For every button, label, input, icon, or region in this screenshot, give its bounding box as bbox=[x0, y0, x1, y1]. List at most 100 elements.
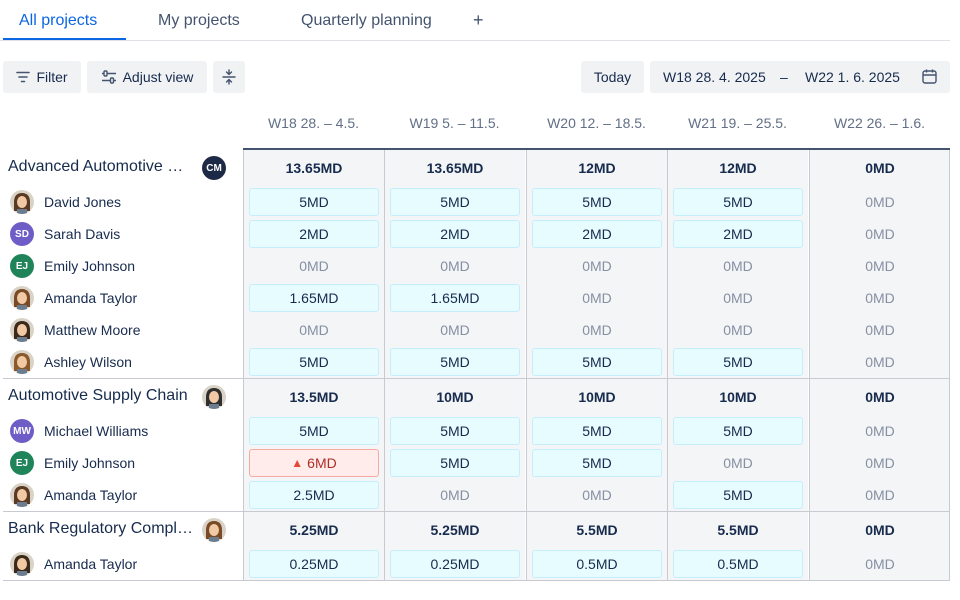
allocation-cell-empty[interactable]: 0MD bbox=[532, 481, 662, 509]
allocation-cell-empty[interactable]: 0MD bbox=[249, 252, 379, 280]
allocation-cell-empty[interactable]: 0MD bbox=[815, 252, 945, 280]
allocation-cell[interactable]: 5MD bbox=[390, 188, 520, 216]
allocation-cell-empty[interactable]: 0MD bbox=[815, 481, 945, 509]
allocation-cell-empty[interactable]: 0MD bbox=[532, 316, 662, 344]
allocation-value: 0.25MD bbox=[430, 556, 480, 572]
week-header: W18 28. – 4.5. bbox=[267, 115, 360, 131]
person-name: David Jones bbox=[44, 194, 122, 210]
allocation-cell[interactable]: 0.25MD bbox=[390, 550, 520, 578]
allocation-value: 0MD bbox=[582, 258, 612, 274]
allocation-value: 2MD bbox=[723, 226, 753, 242]
allocation-cell-empty[interactable]: 0MD bbox=[673, 252, 803, 280]
project-name[interactable]: Bank Regulatory Compliance bbox=[8, 520, 193, 537]
avatar bbox=[10, 483, 34, 507]
allocation-cell[interactable]: 0.5MD bbox=[532, 550, 662, 578]
person-row[interactable]: Ashley Wilson bbox=[10, 350, 132, 374]
tab-quarterly-planning[interactable]: Quarterly planning bbox=[301, 12, 432, 29]
allocation-cell-empty[interactable]: 0MD bbox=[815, 449, 945, 477]
allocation-cell-empty[interactable]: 0MD bbox=[815, 188, 945, 216]
allocation-cell-empty[interactable]: 0MD bbox=[815, 550, 945, 578]
tab-all-projects[interactable]: All projects bbox=[19, 12, 98, 29]
warning-icon: ▲ bbox=[291, 456, 304, 470]
allocation-cell[interactable]: 5MD bbox=[249, 417, 379, 445]
add-tab-button[interactable]: + bbox=[473, 10, 484, 30]
allocation-cell-empty[interactable]: 0MD bbox=[815, 348, 945, 376]
person-photo-icon bbox=[202, 518, 226, 542]
allocation-cell[interactable]: 0.5MD bbox=[673, 550, 803, 578]
allocation-cell[interactable]: 5MD bbox=[532, 348, 662, 376]
person-name: Emily Johnson bbox=[44, 455, 136, 471]
allocation-cell[interactable]: 1.65MD bbox=[249, 284, 379, 312]
allocation-value: 0MD bbox=[865, 226, 895, 242]
allocation-cell[interactable]: 0.25MD bbox=[249, 550, 379, 578]
allocation-cell[interactable]: 5MD bbox=[673, 348, 803, 376]
project-name[interactable]: Automotive Supply Chain bbox=[8, 387, 188, 404]
week-header: W19 5. – 11.5. bbox=[409, 115, 500, 131]
allocation-cell-empty[interactable]: 0MD bbox=[815, 220, 945, 248]
allocation-cell-empty[interactable]: 0MD bbox=[532, 252, 662, 280]
person-name: Amanda Taylor bbox=[44, 487, 138, 503]
allocation-cell[interactable]: 2MD bbox=[390, 220, 520, 248]
allocation-cell-empty[interactable]: 0MD bbox=[532, 284, 662, 312]
person-name: Ashley Wilson bbox=[44, 354, 132, 370]
allocation-cell[interactable]: 5MD bbox=[532, 449, 662, 477]
allocation-value: 5MD bbox=[723, 194, 753, 210]
allocation-cell[interactable]: 5MD bbox=[249, 348, 379, 376]
allocation-cell[interactable]: 1.65MD bbox=[390, 284, 520, 312]
person-row[interactable]: EJ Emily Johnson bbox=[10, 254, 135, 278]
allocation-cell[interactable]: 5MD bbox=[390, 417, 520, 445]
allocation-cell[interactable]: 2.5MD bbox=[249, 481, 379, 509]
allocation-value: 6MD bbox=[307, 455, 337, 471]
today-button[interactable]: Today bbox=[581, 61, 644, 93]
column-divider bbox=[526, 150, 527, 581]
date-from[interactable]: W18 28. 4. 2025 bbox=[663, 69, 766, 85]
allocation-cell[interactable]: 5MD bbox=[390, 449, 520, 477]
allocation-cell[interactable]: 5MD bbox=[673, 417, 803, 445]
date-range-picker[interactable]: W18 28. 4. 2025 – W22 1. 6. 2025 bbox=[650, 61, 950, 93]
person-row[interactable]: Amanda Taylor bbox=[10, 552, 137, 576]
allocation-cell-empty[interactable]: 0MD bbox=[815, 417, 945, 445]
allocation-cell-empty[interactable]: 0MD bbox=[390, 252, 520, 280]
allocation-cell-empty[interactable]: 0MD bbox=[815, 316, 945, 344]
week-header: W22 26. – 1.6. bbox=[833, 115, 926, 131]
allocation-cell[interactable]: 5MD bbox=[673, 481, 803, 509]
person-row[interactable]: SD Sarah Davis bbox=[10, 222, 120, 246]
allocation-cell-overallocated[interactable]: ▲ 6MD bbox=[249, 449, 379, 477]
person-row[interactable]: MW Michael Williams bbox=[10, 419, 148, 443]
allocation-value: 0MD bbox=[865, 194, 895, 210]
project-avatar bbox=[202, 385, 226, 409]
allocation-value: 5MD bbox=[440, 194, 470, 210]
allocation-cell-empty[interactable]: 0MD bbox=[673, 449, 803, 477]
allocation-cell[interactable]: 5MD bbox=[249, 188, 379, 216]
person-row[interactable]: Amanda Taylor bbox=[10, 483, 137, 507]
person-row[interactable]: Amanda Taylor bbox=[10, 286, 137, 310]
allocation-cell-empty[interactable]: 0MD bbox=[390, 481, 520, 509]
allocation-cell-empty[interactable]: 0MD bbox=[673, 316, 803, 344]
date-to[interactable]: W22 1. 6. 2025 bbox=[805, 69, 900, 85]
allocation-cell[interactable]: 5MD bbox=[673, 188, 803, 216]
allocation-value: 5MD bbox=[440, 423, 470, 439]
collapse-rows-button[interactable] bbox=[213, 61, 245, 93]
adjust-view-button[interactable]: Adjust view bbox=[87, 61, 207, 93]
person-photo-icon bbox=[10, 318, 34, 342]
allocation-cell[interactable]: 5MD bbox=[390, 348, 520, 376]
allocation-cell[interactable]: 5MD bbox=[532, 188, 662, 216]
person-row[interactable]: David Jones bbox=[10, 190, 121, 214]
person-row[interactable]: EJ Emily Johnson bbox=[10, 451, 135, 475]
project-name[interactable]: Advanced Automotive Manufacturing bbox=[8, 158, 193, 175]
tab-my-projects[interactable]: My projects bbox=[158, 12, 240, 29]
allocation-cell-empty[interactable]: 0MD bbox=[815, 284, 945, 312]
allocation-value: 0MD bbox=[865, 354, 895, 370]
allocation-cell[interactable]: 2MD bbox=[673, 220, 803, 248]
allocation-value: 0.25MD bbox=[289, 556, 339, 572]
allocation-cell[interactable]: 2MD bbox=[249, 220, 379, 248]
filter-button[interactable]: Filter bbox=[3, 61, 81, 93]
allocation-cell[interactable]: 2MD bbox=[532, 220, 662, 248]
person-photo-icon bbox=[10, 350, 34, 374]
allocation-cell-empty[interactable]: 0MD bbox=[390, 316, 520, 344]
allocation-cell[interactable]: 5MD bbox=[532, 417, 662, 445]
allocation-cell-empty[interactable]: 0MD bbox=[673, 284, 803, 312]
calendar-icon[interactable] bbox=[922, 69, 937, 84]
allocation-cell-empty[interactable]: 0MD bbox=[249, 316, 379, 344]
person-row[interactable]: Matthew Moore bbox=[10, 318, 140, 342]
